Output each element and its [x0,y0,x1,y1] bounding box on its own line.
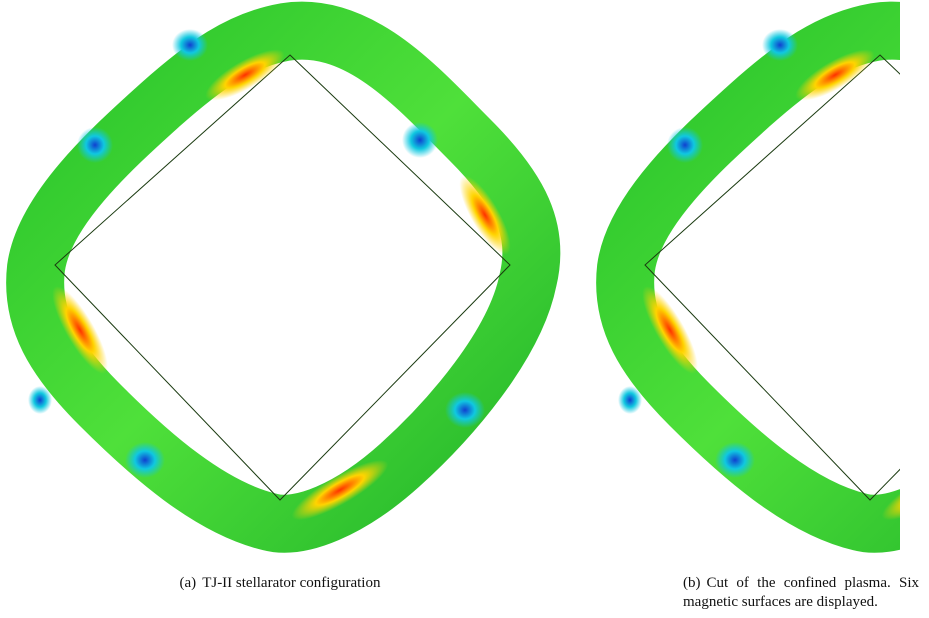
caption-label: (a) [180,575,197,591]
page: (a) TJ-II stellarator configuration (b)Cu… [0,0,929,618]
caption-label: (b) [683,575,701,591]
caption: (b)Cut of the confined plasma. Six magne… [683,574,919,612]
caption-text: Cut of the confined plasma. Six magnetic… [683,575,919,610]
stellarator-image [28,29,531,530]
figure-images [0,0,929,560]
caption-text: TJ-II stellarator configuration [202,575,380,591]
cut-plasma-image [618,29,929,530]
caption: (a) TJ-II stellarator configuration [120,574,440,593]
